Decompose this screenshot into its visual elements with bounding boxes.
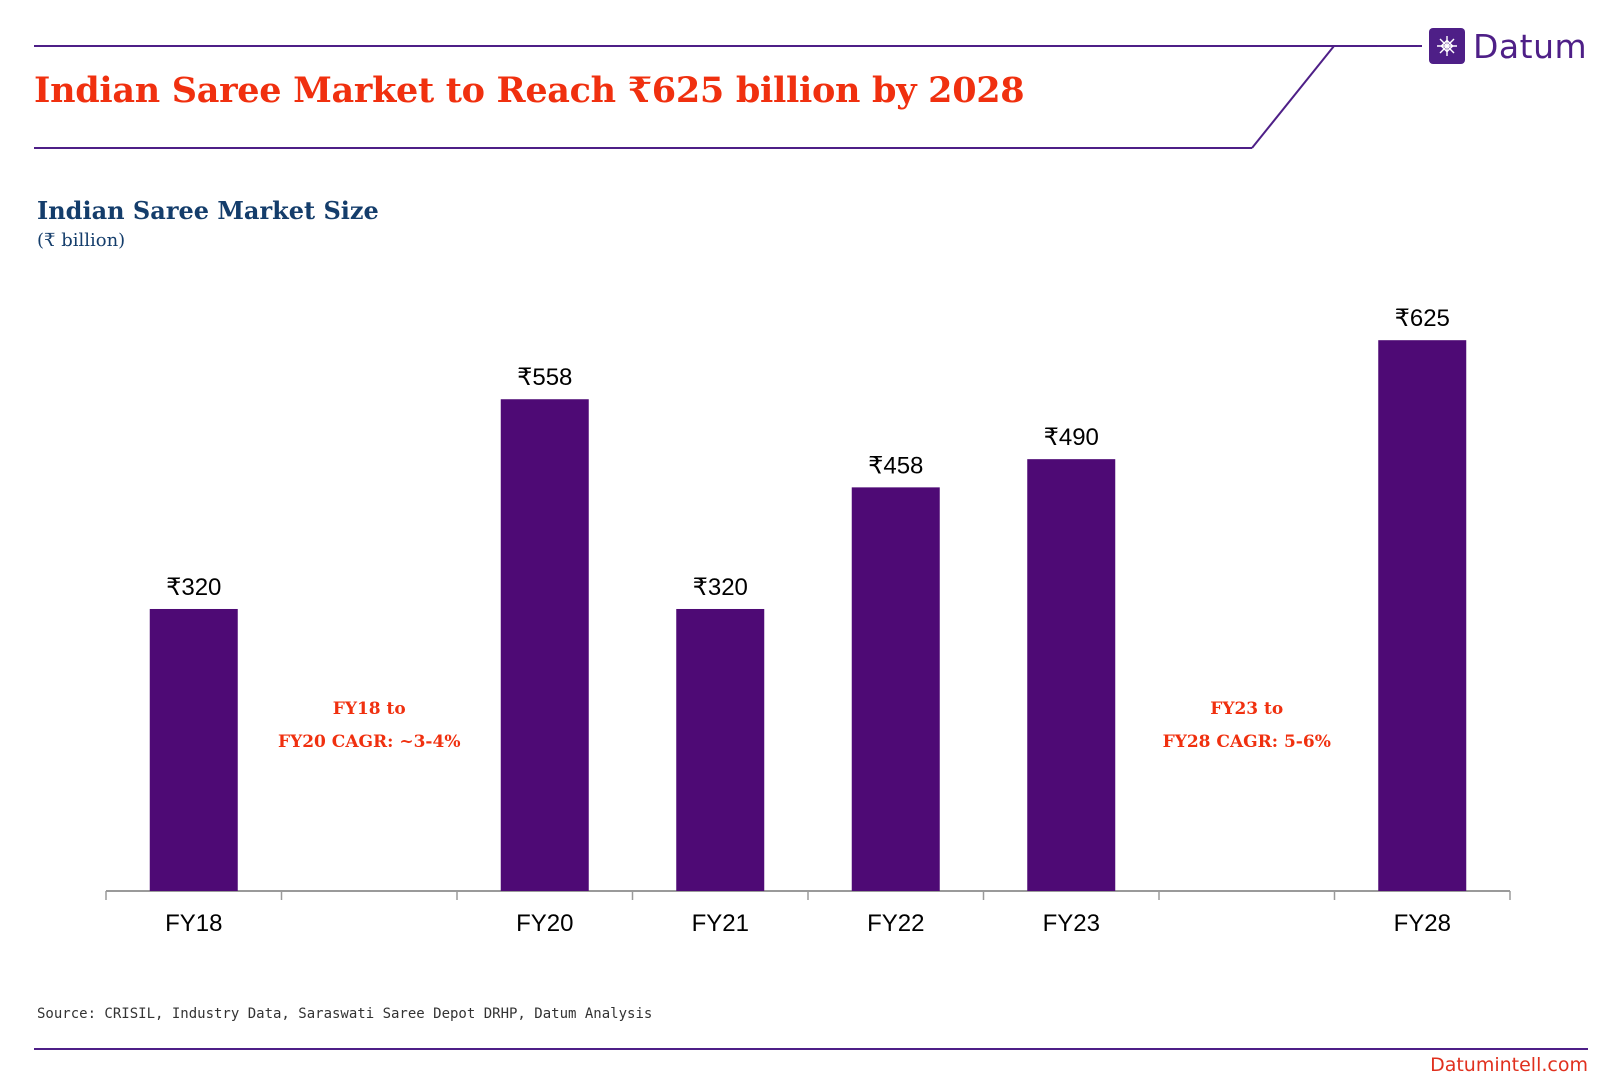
data-label-fy20: ₹558 [517,364,572,391]
cagr-annotation-1: FY18 to FY20 CAGR: ~3-4% [239,693,499,759]
tick-label-fy23: FY23 [1043,910,1100,937]
bar-fy23 [1027,459,1116,891]
tick-label-fy28: FY28 [1394,910,1451,937]
data-label-fy21: ₹320 [693,574,748,601]
datum-logo-icon [1429,28,1465,64]
data-label-fy28: ₹625 [1395,305,1450,332]
chart-unit-label: (₹ billion) [37,230,126,251]
tick-label-fy20: FY20 [516,910,573,937]
data-label-fy23: ₹490 [1044,424,1099,451]
data-label-fy18: ₹320 [166,574,221,601]
cagr-annotation-line: FY20 CAGR: ~3-4% [278,732,461,752]
cagr-annotation-2: FY23 to FY28 CAGR: 5-6% [1117,693,1377,759]
tick-label-fy22: FY22 [867,910,924,937]
data-label-fy22: ₹458 [868,452,923,479]
datum-logo: Datum [1429,26,1587,66]
cagr-annotation-line: FY18 to [332,699,406,719]
cagr-annotation-line: FY28 CAGR: 5-6% [1162,732,1331,752]
datum-logo-text: Datum [1473,26,1588,66]
page-title: Indian Saree Market to Reach ₹625 billio… [34,70,1025,111]
bar-fy21 [676,608,765,891]
website-link[interactable]: Datumintell.com [1430,1054,1588,1076]
tick-label-fy21: FY21 [692,910,749,937]
header-slant-line [1251,45,1335,149]
bar-fy20 [500,399,589,891]
tick-label-fy18: FY18 [165,910,222,937]
chart-title: Indian Saree Market Size [37,196,379,225]
bar-fy28 [1378,340,1467,891]
bar-fy18 [149,608,238,891]
bar-fy22 [851,487,940,891]
cagr-annotation-line: FY23 to [1210,699,1284,719]
source-note: Source: CRISIL, Industry Data, Saraswati… [37,1006,653,1022]
